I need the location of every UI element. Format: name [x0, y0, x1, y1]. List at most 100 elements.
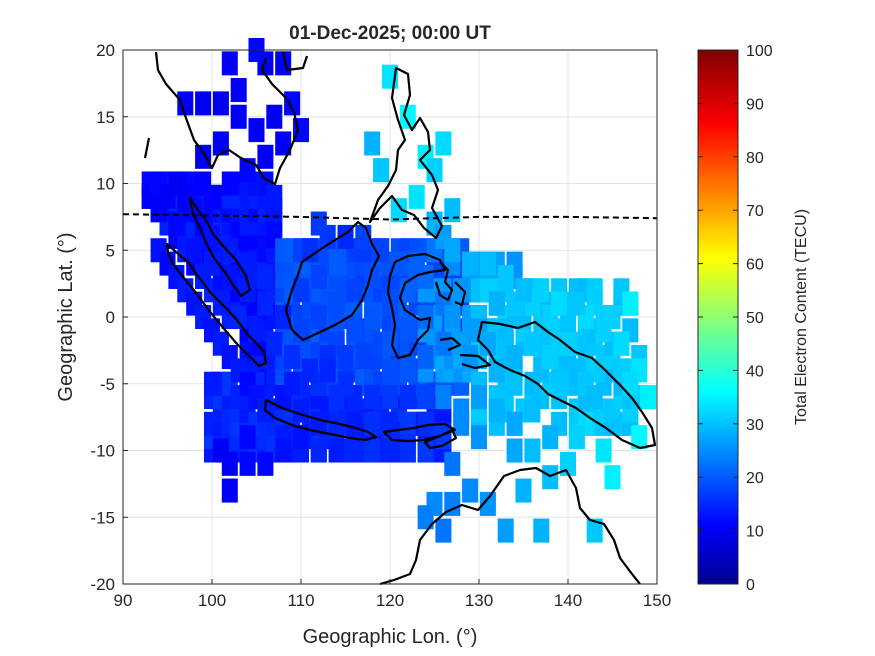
tec-cell: [310, 438, 327, 463]
tec-cell: [364, 131, 381, 156]
plot-area: [122, 37, 658, 586]
coastline-australia: [379, 466, 641, 586]
tec-cell: [417, 345, 434, 370]
tec-cell: [417, 385, 434, 410]
tec-cell: [524, 398, 541, 423]
tec-cell: [551, 291, 568, 316]
tec-cell: [364, 304, 381, 330]
tec-cell: [524, 331, 541, 356]
tec-cell: [328, 438, 345, 463]
tec-cell: [533, 278, 550, 303]
tec-cell: [462, 251, 479, 276]
coastline-andaman: [143, 137, 151, 159]
coastline-borneo: [284, 220, 381, 342]
tec-cell: [310, 211, 327, 236]
tec-cell: [444, 238, 461, 263]
tec-cell: [310, 264, 327, 289]
tec-cell: [417, 304, 434, 330]
tec-cell: [622, 371, 639, 396]
tec-cell: [542, 465, 559, 490]
tec-cell: [221, 478, 238, 503]
tec-cell: [310, 304, 327, 330]
tec-cell: [542, 425, 559, 450]
tec-cell: [399, 438, 416, 463]
tec-cell: [417, 505, 434, 530]
tec-cells: [141, 37, 657, 543]
tec-cell: [230, 104, 247, 129]
tec-cell: [542, 345, 559, 370]
tec-cell: [150, 198, 167, 223]
tec-cell: [230, 78, 247, 103]
colorbar-tick-label: 20: [746, 470, 764, 487]
tec-cell: [292, 398, 310, 423]
tec-cell: [417, 438, 434, 463]
y-axis-ticks: -20 -15 -10 -5 0 5 10 15 20: [90, 41, 128, 594]
tec-cell: [470, 385, 488, 410]
tec-cell: [257, 144, 274, 169]
tec-cell: [533, 518, 550, 543]
x-tick-label: 100: [198, 591, 226, 610]
tec-cell: [497, 518, 514, 543]
tec-cell: [399, 318, 416, 343]
colorbar-tick-label: 90: [746, 96, 764, 113]
tec-cell: [640, 385, 657, 410]
coastline-sumatra: [165, 242, 268, 368]
tec-cell: [346, 278, 363, 303]
y-tick-label: -10: [90, 442, 115, 461]
colorbar-gradient: [697, 49, 739, 585]
tec-cell: [479, 491, 496, 516]
coastline-malay-peninsula: [188, 196, 252, 298]
tec-cell: [257, 264, 274, 289]
colorbar-tick-label: 0: [746, 577, 755, 594]
tec-cell: [506, 345, 523, 370]
tec-cell: [292, 425, 310, 450]
tec-cell: [346, 411, 363, 436]
tec-cell: [292, 318, 310, 343]
magnetic-equator-line: [122, 213, 658, 221]
tec-cell: [186, 238, 203, 263]
x-tick-label: 90: [114, 591, 133, 610]
x-axis-label: Geographic Lon. (°): [303, 626, 478, 648]
y-tick-label: -15: [90, 508, 115, 527]
tec-cell: [417, 411, 434, 436]
tec-cell: [506, 411, 523, 436]
tec-cell: [337, 371, 354, 396]
tec-cell: [221, 264, 238, 289]
y-tick-label: -20: [90, 575, 115, 594]
tec-cell: [586, 518, 603, 543]
tec-cell: [266, 331, 283, 356]
tec-cell: [284, 91, 301, 116]
tec-cell: [239, 251, 256, 276]
tec-cell: [301, 238, 318, 263]
tec-cell: [568, 291, 585, 316]
y-tick-label: 0: [106, 308, 115, 327]
tec-cell: [203, 224, 221, 249]
tec-cell: [586, 278, 603, 303]
y-axis-label: Geographic Lat. (°): [55, 232, 77, 401]
colorbar-tick-label: 30: [746, 417, 764, 434]
tec-cell: [373, 238, 390, 263]
tec-cell: [435, 331, 452, 356]
tec-cell: [257, 291, 274, 316]
tec-cell: [230, 304, 247, 330]
tec-cell: [221, 51, 238, 76]
tec-cell: [506, 438, 523, 463]
tec-cell: [177, 91, 194, 116]
tec-cell: [408, 251, 425, 276]
x-tick-label: 150: [643, 591, 671, 610]
tec-cell: [435, 385, 452, 410]
x-tick-label: 140: [554, 591, 582, 610]
coastline-indochina: [154, 51, 309, 186]
tec-cell: [239, 425, 256, 450]
y-tick-label: 10: [96, 175, 115, 194]
tec-cell: [399, 104, 416, 129]
tec-cell: [453, 411, 470, 436]
tec-cell: [275, 131, 292, 156]
tec-cell: [524, 438, 541, 463]
colorbar-tick-label: 60: [746, 257, 764, 274]
tec-cell: [551, 371, 568, 396]
colorbar-tick-label: 50: [746, 310, 764, 327]
colorbar-label: Total Electron Content (TECU): [793, 209, 810, 425]
colorbar-tick-label: 70: [746, 203, 764, 220]
